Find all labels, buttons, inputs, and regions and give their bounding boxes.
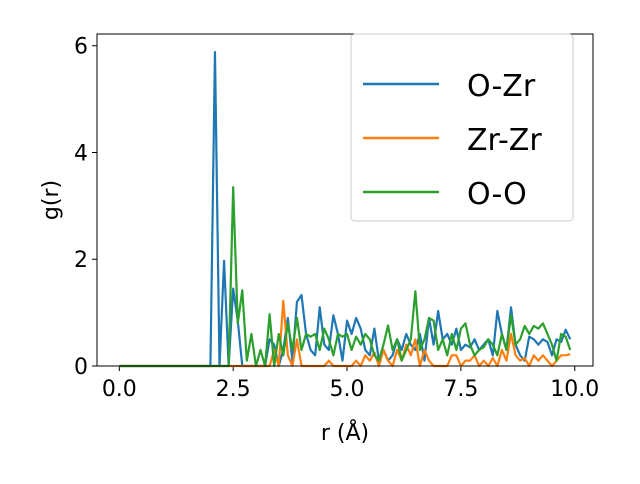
y-axis-label: g(r) xyxy=(39,180,64,220)
plot-frame xyxy=(96,33,594,367)
legend-label: O-Zr xyxy=(467,69,536,104)
y-tick-label: 2 xyxy=(74,248,88,273)
y-tick-label: 6 xyxy=(74,35,88,60)
x-tick-label: 5.0 xyxy=(330,377,365,402)
legend-label: O-O xyxy=(467,177,527,212)
legend-label: Zr-Zr xyxy=(467,123,542,158)
y-tick-label: 4 xyxy=(74,141,88,166)
x-tick-label: 10.0 xyxy=(550,377,599,402)
x-axis-label: r (Å) xyxy=(321,419,369,446)
legend-box xyxy=(350,33,574,222)
x-tick-label: 0.0 xyxy=(102,377,137,402)
x-tick-label: 7.5 xyxy=(443,377,478,402)
y-tick-label: 0 xyxy=(74,355,88,380)
x-tick-label: 2.5 xyxy=(216,377,251,402)
